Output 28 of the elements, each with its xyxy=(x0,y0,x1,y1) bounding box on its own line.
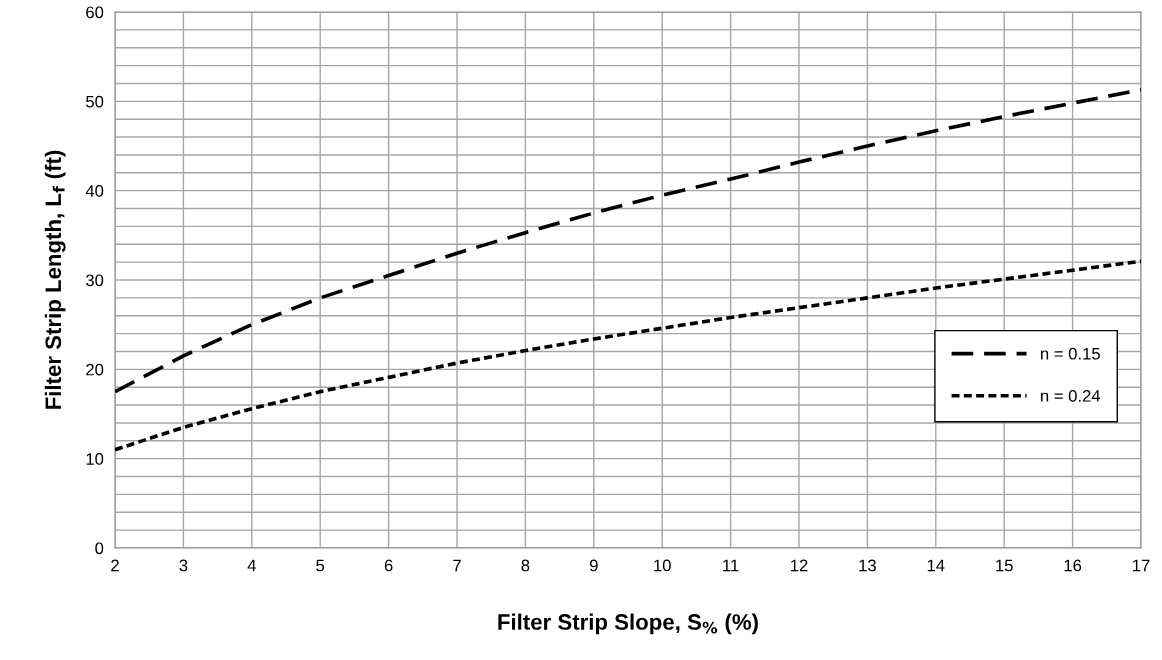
y-tick-label: 20 xyxy=(86,363,104,376)
legend-label: n = 0.15 xyxy=(1041,347,1100,360)
y-tick-label: 10 xyxy=(86,453,104,465)
x-axis-title: Filter Strip Slope, S$_{%}$ (%) xyxy=(498,613,758,635)
x-tick-label: 8 xyxy=(521,559,530,572)
x-tick-label: 12 xyxy=(791,559,808,572)
x-tick-label: 2 xyxy=(111,559,119,572)
y-tick-label: 40 xyxy=(85,185,104,197)
y-tick-label: 0 xyxy=(95,542,104,555)
x-tick-label: 3 xyxy=(179,559,188,572)
x-tick-label: 9 xyxy=(589,559,598,572)
line-series xyxy=(115,259,1141,452)
y-tick-label: 60 xyxy=(86,6,104,19)
legend-label: n = 0.24 xyxy=(1041,389,1101,402)
x-tick-label: 16 xyxy=(1064,559,1082,572)
x-tick-label: 6 xyxy=(384,559,393,572)
x-tick-label: 13 xyxy=(859,559,876,572)
x-tick-label: 10 xyxy=(654,559,671,572)
x-tick-label: 5 xyxy=(316,559,325,572)
x-tick-label: 11 xyxy=(723,559,739,572)
x-tick-label: 4 xyxy=(247,559,256,572)
x-tick-label: 15 xyxy=(996,559,1013,572)
x-tick-label: 7 xyxy=(453,559,461,572)
y-tick-label: 50 xyxy=(86,95,104,108)
y-tick-label: 30 xyxy=(85,274,104,287)
y-axis-title: Filter Strip Length, L$_{f}$ (ft) xyxy=(44,150,66,409)
x-tick-label: 14 xyxy=(927,559,945,572)
x-tick-label: 17 xyxy=(1133,559,1150,572)
